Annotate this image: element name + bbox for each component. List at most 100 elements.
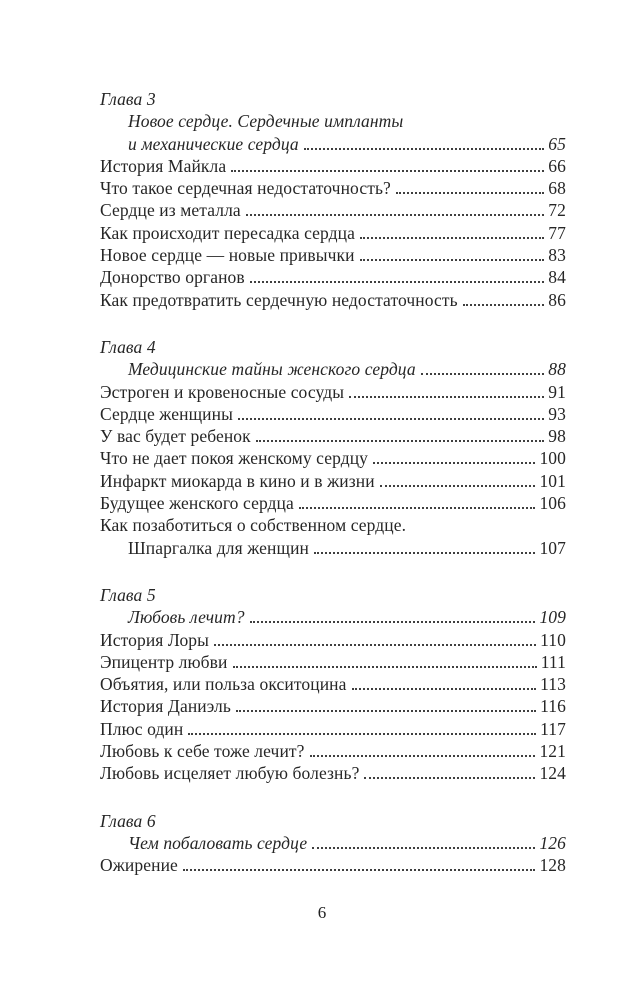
entry-page-number: 98 bbox=[548, 426, 566, 447]
toc-entry: Медицинские тайны женского сердца 88 bbox=[100, 358, 566, 380]
dot-leader bbox=[312, 846, 536, 849]
dot-leader bbox=[214, 643, 537, 646]
entry-page-number: 72 bbox=[548, 200, 566, 221]
toc-entry: Как предотвратить сердечную недостаточно… bbox=[100, 289, 566, 311]
toc-entry: Будущее женского сердца 106 bbox=[100, 492, 566, 514]
toc-entry: Ожирение 128 bbox=[100, 854, 566, 876]
dot-leader bbox=[188, 732, 537, 735]
toc-entry: У вас будет ребенок 98 bbox=[100, 425, 566, 447]
entry-title: История Даниэль bbox=[100, 696, 231, 717]
entry-page-number: 106 bbox=[539, 493, 566, 514]
entry-page-number: 101 bbox=[539, 470, 566, 491]
entry-title: Что такое сердечная недостаточность? bbox=[100, 178, 391, 199]
entry-title: Объятия, или польза окситоцина bbox=[100, 674, 347, 695]
dot-leader bbox=[364, 777, 536, 780]
entry-page-number: 88 bbox=[548, 359, 566, 380]
entry-title: и механические сердца bbox=[128, 133, 299, 154]
dot-leader bbox=[255, 440, 545, 443]
toc-entry: Что не дает покоя женскому сердцу 100 bbox=[100, 447, 566, 469]
folio-page-number: 6 bbox=[317, 903, 327, 922]
dot-leader bbox=[237, 417, 545, 420]
entry-title: Что не дает покоя женскому сердцу bbox=[100, 448, 369, 469]
toc-entry: Инфаркт миокарда в кино и в жизни 101 bbox=[100, 470, 566, 492]
entry-title: Плюс один bbox=[100, 718, 184, 739]
entry-page-number: 77 bbox=[548, 222, 566, 243]
entry-title: Сердце из металла bbox=[100, 200, 241, 221]
chapter-heading: Глава 6 bbox=[100, 810, 156, 831]
toc-chapter: Глава 5 Любовь лечит? 109 История Лоры 110 Эп… bbox=[100, 584, 566, 785]
toc-entry: История Майкла 66 bbox=[100, 155, 566, 177]
toc-entry: Эпицентр любви 111 bbox=[100, 651, 566, 673]
toc-entry: Любовь лечит? 109 bbox=[100, 606, 566, 628]
entry-page-number: 116 bbox=[540, 696, 566, 717]
entry-title: Как предотвратить сердечную недостаточно… bbox=[100, 289, 458, 310]
entry-title: Как позаботиться о собственном сердце. bbox=[100, 515, 407, 536]
dot-leader bbox=[235, 710, 537, 713]
dot-leader bbox=[379, 484, 536, 487]
dot-leader bbox=[182, 869, 536, 872]
toc-entry: Любовь к себе тоже лечит? 121 bbox=[100, 740, 566, 762]
toc-entry: Чем побаловать сердце 126 bbox=[100, 832, 566, 854]
toc-entry: Плюс один 117 bbox=[100, 718, 566, 740]
toc-chapter: Глава 3 Новое сердце. Сердечные импланты и… bbox=[100, 88, 566, 311]
dot-leader bbox=[351, 688, 537, 691]
entry-title: Любовь исцеляет любую болезнь? bbox=[100, 763, 360, 784]
entry-page-number: 110 bbox=[540, 629, 566, 650]
dot-leader bbox=[395, 192, 545, 195]
entry-page-number: 84 bbox=[548, 267, 566, 288]
entry-title: Любовь лечит? bbox=[128, 607, 245, 628]
entry-page-number: 86 bbox=[548, 289, 566, 310]
dot-leader bbox=[298, 507, 536, 510]
entry-title: Новое сердце. Сердечные импланты bbox=[128, 111, 404, 132]
entry-page-number: 93 bbox=[548, 403, 566, 424]
entry-page-number: 117 bbox=[540, 718, 566, 739]
chapter-heading: Глава 4 bbox=[100, 336, 156, 357]
entry-title: Эстроген и кровеносные сосуды bbox=[100, 381, 345, 402]
toc-entry: История Лоры 110 bbox=[100, 629, 566, 651]
dot-leader bbox=[373, 462, 536, 465]
toc-entry: Новое сердце — новые привычки 83 bbox=[100, 244, 566, 266]
dot-leader bbox=[462, 303, 545, 306]
entry-title: Чем побаловать сердце bbox=[128, 832, 308, 853]
dot-leader bbox=[349, 395, 545, 398]
chapter-heading: Глава 3 bbox=[100, 89, 156, 109]
dot-leader bbox=[309, 755, 536, 758]
dot-leader bbox=[231, 169, 545, 172]
entry-title: Как происходит пересадка сердца bbox=[100, 222, 355, 243]
entry-page-number: 124 bbox=[539, 763, 566, 784]
entry-title: Любовь к себе тоже лечит? bbox=[100, 741, 305, 762]
toc-entry: Новое сердце. Сердечные импланты bbox=[100, 110, 566, 132]
toc-entry: Эстроген и кровеносные сосуды 91 bbox=[100, 381, 566, 403]
toc-entry: Шпаргалка для женщин 107 bbox=[100, 537, 566, 559]
toc-entry: Что такое сердечная недостаточность? 68 bbox=[100, 177, 566, 199]
entry-page-number: 107 bbox=[539, 537, 566, 558]
toc-entry: Сердце из металла 72 bbox=[100, 199, 566, 221]
entry-page-number: 128 bbox=[539, 855, 566, 876]
entry-title: Ожирение bbox=[100, 855, 178, 876]
entry-title: История Лоры bbox=[100, 629, 210, 650]
dot-leader bbox=[303, 147, 545, 150]
entry-page-number: 66 bbox=[548, 155, 566, 176]
dot-leader bbox=[249, 621, 536, 624]
toc-chapter: Глава 4 Медицинские тайны женского сердца… bbox=[100, 336, 566, 559]
entry-page-number: 111 bbox=[540, 651, 566, 672]
entry-page-number: 83 bbox=[548, 245, 566, 266]
entry-title: У вас будет ребенок bbox=[100, 426, 251, 447]
entry-title: Медицинские тайны женского сердца bbox=[128, 359, 416, 380]
entry-title: Эпицентр любви bbox=[100, 651, 228, 672]
toc-entry: Любовь исцеляет любую болезнь? 124 bbox=[100, 762, 566, 784]
toc-chapter: Глава 6 Чем побаловать сердце 126 Ожирение 1… bbox=[100, 810, 566, 877]
entry-title: Будущее женского сердца bbox=[100, 493, 294, 514]
entry-title: Новое сердце — новые привычки bbox=[100, 245, 355, 266]
entry-page-number: 100 bbox=[539, 448, 566, 469]
entry-title: Шпаргалка для женщин bbox=[128, 537, 310, 558]
toc-entry: Сердце женщины 93 bbox=[100, 403, 566, 425]
dot-leader bbox=[360, 236, 545, 239]
toc: Глава 3 Новое сердце. Сердечные импланты и… bbox=[100, 88, 566, 877]
dot-leader bbox=[420, 373, 545, 376]
chapter-heading: Глава 5 bbox=[100, 584, 156, 605]
toc-entry: История Даниэль 116 bbox=[100, 695, 566, 717]
dot-leader bbox=[314, 551, 536, 554]
toc-entry: Донорство органов 84 bbox=[100, 266, 566, 288]
